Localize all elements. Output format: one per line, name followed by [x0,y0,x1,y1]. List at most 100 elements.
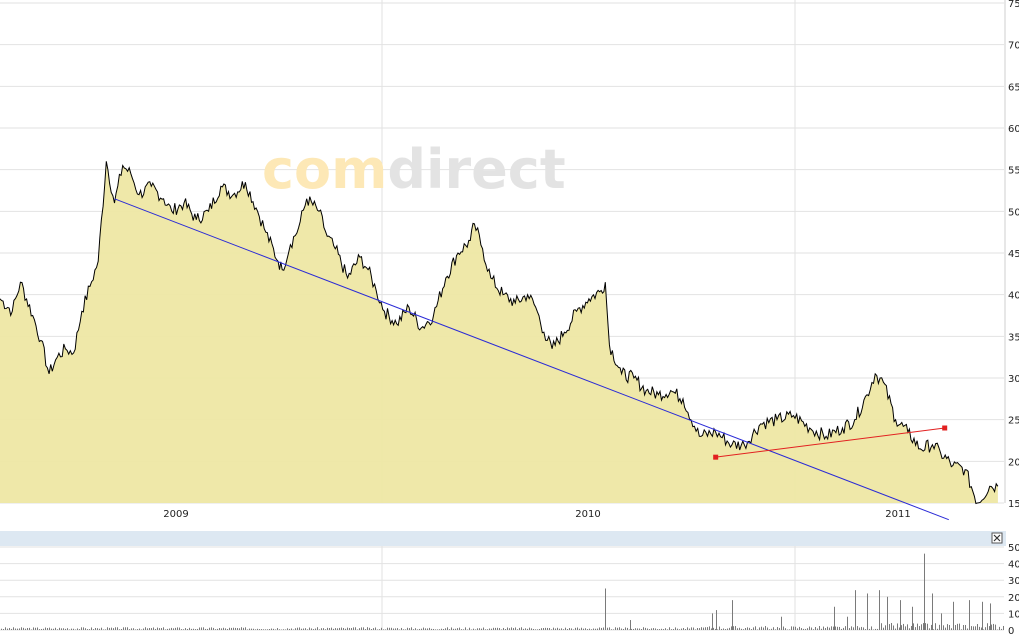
volume-bar [29,627,30,630]
volume-bar [785,628,786,630]
volume-bar [857,626,858,630]
volume-bar [797,628,798,630]
volume-bar [175,627,176,630]
volume-bar [825,628,826,630]
volume-bar [689,628,690,630]
volume-bar [345,628,346,630]
volume-bar [957,623,958,630]
volume-bar [779,627,780,630]
volume-bars [1,553,1004,630]
volume-bar [983,629,984,630]
trendline-handle[interactable] [713,454,719,460]
volume-bar [301,628,302,630]
volume-bar [539,628,540,630]
volume-bar [982,601,983,630]
volume-bar [385,629,386,630]
volume-bar [107,627,108,630]
volume-bar [471,629,472,630]
volume-bar [981,627,982,630]
volume-bar [171,627,172,630]
price-tick-label: 65 [1008,82,1019,93]
volume-bar [649,629,650,630]
volume-bar [921,624,922,630]
volume-bar [945,627,946,630]
volume-bar [979,626,980,630]
volume-bar [87,629,88,630]
volume-bar [467,629,468,630]
volume-bar [371,629,372,630]
volume-bar [507,627,508,630]
volume-bar [249,628,250,630]
volume-bar [49,627,50,630]
volume-bar [833,626,834,630]
volume-bar [37,627,38,630]
volume-bar [427,628,428,630]
volume-bar [551,629,552,630]
volume-bar [313,629,314,630]
volume-bar [27,628,28,630]
volume-bar [41,628,42,630]
volume-bar [873,629,874,630]
trendline-1[interactable] [114,198,949,521]
volume-bar [745,628,746,630]
volume-bar [173,628,174,630]
volume-bar [791,626,792,630]
volume-bar [913,623,914,630]
volume-bar [901,625,902,630]
volume-bar [267,629,268,630]
volume-bar [615,627,616,630]
volume-bar [125,627,126,630]
volume-bar [999,626,1000,630]
volume-bar [429,627,430,630]
volume-bar [765,625,766,630]
volume-bar [661,628,662,630]
volume-bar [943,625,944,630]
volume-bar [483,627,484,630]
volume-bar [677,628,678,630]
trendline-2[interactable] [715,427,945,458]
volume-bar [793,626,794,630]
volume-tick-label: 30 [1008,576,1019,587]
volume-bar [687,627,688,630]
volume-bar [883,627,884,630]
volume-bar [445,628,446,630]
volume-bar [871,626,872,630]
volume-bar [209,627,210,630]
volume-bar [157,627,158,630]
volume-bar [457,628,458,630]
volume-bar [475,629,476,630]
price-tick-label: 20 [1008,457,1019,468]
volume-bar [353,627,354,630]
volume-bar [355,627,356,630]
volume-bar [375,627,376,630]
volume-bar [719,626,720,630]
volume-bar [669,627,670,630]
volume-bar [567,628,568,630]
volume-bar [47,628,48,630]
price-tick-label: 30 [1008,374,1019,385]
volume-bar [163,627,164,630]
trendline-handle[interactable] [942,425,948,431]
volume-bar [277,628,278,630]
volume-bar [519,627,520,630]
volume-bar [947,624,948,630]
volume-bar [753,627,754,630]
volume-bar [83,627,84,630]
volume-tick-label: 10 [1008,609,1019,620]
volume-bar [732,600,733,630]
volume-bar [303,628,304,630]
volume-bar [109,627,110,630]
volume-bar [165,629,166,630]
volume-bar [113,628,114,630]
volume-bar [153,627,154,630]
volume-bar [547,627,548,630]
volume-bar [435,629,436,630]
volume-bar [217,628,218,630]
volume-bar [137,629,138,630]
close-volume-button[interactable] [991,532,1003,544]
volume-bar [799,626,800,630]
volume-bar [279,629,280,630]
volume-bar [535,629,536,630]
volume-bar [595,628,596,630]
volume-bar [495,627,496,630]
